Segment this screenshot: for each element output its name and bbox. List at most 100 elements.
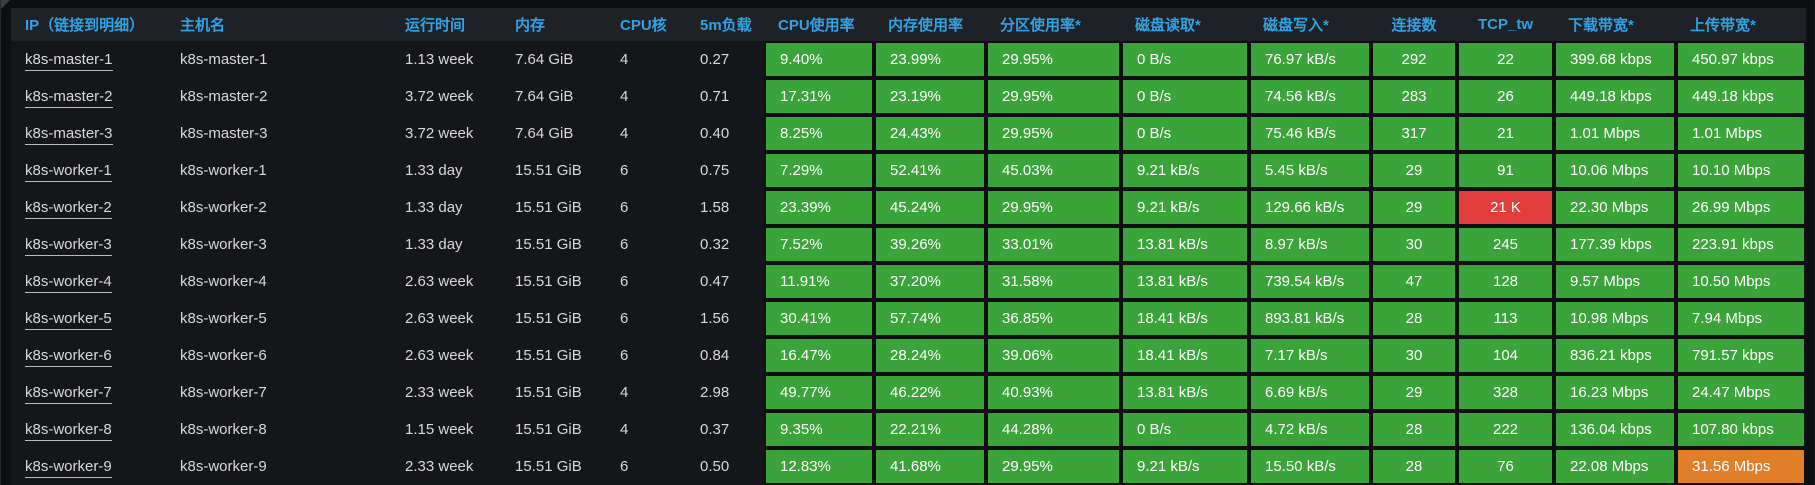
cell-mem_usage-fill: 57.74%	[876, 302, 984, 335]
cell-disk_write-fill: 7.17 kB/s	[1251, 339, 1369, 372]
cell-disk_read-fill: 0 B/s	[1123, 117, 1247, 150]
cell-uptime: 1.33 day	[391, 152, 501, 189]
cell-upload_bw-fill: 26.99 Mbps	[1678, 191, 1804, 224]
ip-detail-link[interactable]: k8s-master-1	[25, 51, 113, 71]
cell-disk_write-fill: 6.69 kB/s	[1251, 376, 1369, 409]
cell-disk_write: 15.50 kB/s	[1249, 448, 1371, 485]
cell-tcp_tw: 245	[1457, 226, 1554, 263]
cell-hostname: k8s-master-1	[166, 41, 391, 78]
cell-memory: 7.64 GiB	[501, 115, 606, 152]
cell-mem_usage: 52.41%	[874, 152, 986, 189]
column-header-load_5m[interactable]: 5m负载	[686, 8, 764, 41]
cell-mem_usage-fill: 46.22%	[876, 376, 984, 409]
column-header-download_bw[interactable]: 下载带宽*	[1554, 8, 1676, 41]
cell-upload_bw: 450.97 kbps	[1676, 41, 1806, 78]
table-row: k8s-master-2 k8s-master-2 3.72 week 7.64 Gi…	[11, 78, 1806, 115]
cell-partition_usage-fill: 31.58%	[988, 265, 1119, 298]
cell-disk_write: 76.97 kB/s	[1249, 41, 1371, 78]
cell-cpu_usage: 9.35%	[764, 411, 874, 448]
cell-memory: 15.51 GiB	[501, 152, 606, 189]
ip-detail-link[interactable]: k8s-worker-4	[25, 273, 112, 293]
cell-mem_usage-fill: 39.26%	[876, 228, 984, 261]
ip-detail-link[interactable]: k8s-worker-8	[25, 421, 112, 441]
cell-hostname: k8s-master-3	[166, 115, 391, 152]
ip-detail-link[interactable]: k8s-master-2	[25, 88, 113, 108]
column-header-cpu_cores[interactable]: CPU核	[606, 8, 686, 41]
ip-detail-link[interactable]: k8s-worker-6	[25, 347, 112, 367]
cell-disk_read: 13.81 kB/s	[1121, 374, 1249, 411]
column-header-connections[interactable]: 连接数	[1371, 8, 1457, 41]
column-header-tcp_tw[interactable]: TCP_tw	[1457, 8, 1554, 41]
cell-cpu_usage-fill: 7.29%	[766, 154, 872, 187]
column-header-mem_usage[interactable]: 内存使用率	[874, 8, 986, 41]
cell-uptime: 1.15 week	[391, 411, 501, 448]
cell-disk_read: 0 B/s	[1121, 411, 1249, 448]
cell-uptime: 2.63 week	[391, 300, 501, 337]
cell-hostname: k8s-worker-7	[166, 374, 391, 411]
cell-uptime: 3.72 week	[391, 78, 501, 115]
cell-mem_usage: 23.99%	[874, 41, 986, 78]
cell-tcp_tw-fill: 76	[1459, 450, 1552, 483]
cell-disk_write: 129.66 kB/s	[1249, 189, 1371, 226]
cell-tcp_tw: 113	[1457, 300, 1554, 337]
table-row: k8s-master-1 k8s-master-1 1.13 week 7.64 Gi…	[11, 41, 1806, 78]
column-header-partition_usage[interactable]: 分区使用率*	[986, 8, 1121, 41]
cell-hostname: k8s-worker-6	[166, 337, 391, 374]
cell-cpu_usage-fill: 17.31%	[766, 80, 872, 113]
cell-disk_write-fill: 129.66 kB/s	[1251, 191, 1369, 224]
cell-tcp_tw: 222	[1457, 411, 1554, 448]
cell-partition_usage-fill: 29.95%	[988, 43, 1119, 76]
cell-cpu_usage: 8.25%	[764, 115, 874, 152]
cell-partition_usage-fill: 29.95%	[988, 80, 1119, 113]
cell-connections-fill: 29	[1373, 154, 1455, 187]
cell-cpu_usage: 7.29%	[764, 152, 874, 189]
ip-detail-link[interactable]: k8s-worker-3	[25, 236, 112, 256]
cell-partition_usage-fill: 45.03%	[988, 154, 1119, 187]
ip-detail-link[interactable]: k8s-master-3	[25, 125, 113, 145]
column-header-upload_bw[interactable]: 上传带宽*	[1676, 8, 1806, 41]
cell-connections: 283	[1371, 78, 1457, 115]
cell-disk_read-fill: 0 B/s	[1123, 43, 1247, 76]
ip-detail-link[interactable]: k8s-worker-5	[25, 310, 112, 330]
column-header-cpu_usage[interactable]: CPU使用率	[764, 8, 874, 41]
column-header-disk_read[interactable]: 磁盘读取*	[1121, 8, 1249, 41]
cell-partition_usage: 39.06%	[986, 337, 1121, 374]
cell-hostname: k8s-worker-3	[166, 226, 391, 263]
cell-uptime: 1.33 day	[391, 189, 501, 226]
cell-ip: k8s-worker-6	[11, 337, 166, 374]
cell-cpu_usage-fill: 7.52%	[766, 228, 872, 261]
cell-cpu_cores: 6	[606, 337, 686, 374]
cell-memory: 15.51 GiB	[501, 411, 606, 448]
ip-detail-link[interactable]: k8s-worker-2	[25, 199, 112, 219]
cell-load_5m: 0.71	[686, 78, 764, 115]
cell-tcp_tw-fill: 222	[1459, 413, 1552, 446]
cell-mem_usage: 28.24%	[874, 337, 986, 374]
cell-mem_usage-fill: 28.24%	[876, 339, 984, 372]
table-row: k8s-worker-8 k8s-worker-8 1.15 week 15.51 G…	[11, 411, 1806, 448]
cell-load_5m: 0.50	[686, 448, 764, 485]
cell-disk_read-fill: 13.81 kB/s	[1123, 265, 1247, 298]
cell-disk_read: 0 B/s	[1121, 78, 1249, 115]
cell-download_bw-fill: 1.01 Mbps	[1556, 117, 1674, 150]
cell-disk_read-fill: 18.41 kB/s	[1123, 302, 1247, 335]
column-header-uptime[interactable]: 运行时间	[391, 8, 501, 41]
cell-download_bw-fill: 399.68 kbps	[1556, 43, 1674, 76]
column-header-memory[interactable]: 内存	[501, 8, 606, 41]
cell-upload_bw: 1.01 Mbps	[1676, 115, 1806, 152]
cell-disk_read-fill: 9.21 kB/s	[1123, 191, 1247, 224]
ip-detail-link[interactable]: k8s-worker-7	[25, 384, 112, 404]
column-header-ip[interactable]: IP（链接到明细）	[11, 8, 166, 41]
cell-partition_usage-fill: 33.01%	[988, 228, 1119, 261]
cell-connections-fill: 317	[1373, 117, 1455, 150]
column-header-hostname[interactable]: 主机名	[166, 8, 391, 41]
cell-disk_read-fill: 13.81 kB/s	[1123, 228, 1247, 261]
cell-hostname: k8s-worker-1	[166, 152, 391, 189]
cell-connections: 28	[1371, 411, 1457, 448]
ip-detail-link[interactable]: k8s-worker-9	[25, 458, 112, 478]
cell-disk_write-fill: 8.97 kB/s	[1251, 228, 1369, 261]
ip-detail-link[interactable]: k8s-worker-1	[25, 162, 112, 182]
cell-partition_usage-fill: 40.93%	[988, 376, 1119, 409]
column-header-disk_write[interactable]: 磁盘写入*	[1249, 8, 1371, 41]
cell-hostname: k8s-worker-2	[166, 189, 391, 226]
cell-cpu_cores: 4	[606, 41, 686, 78]
